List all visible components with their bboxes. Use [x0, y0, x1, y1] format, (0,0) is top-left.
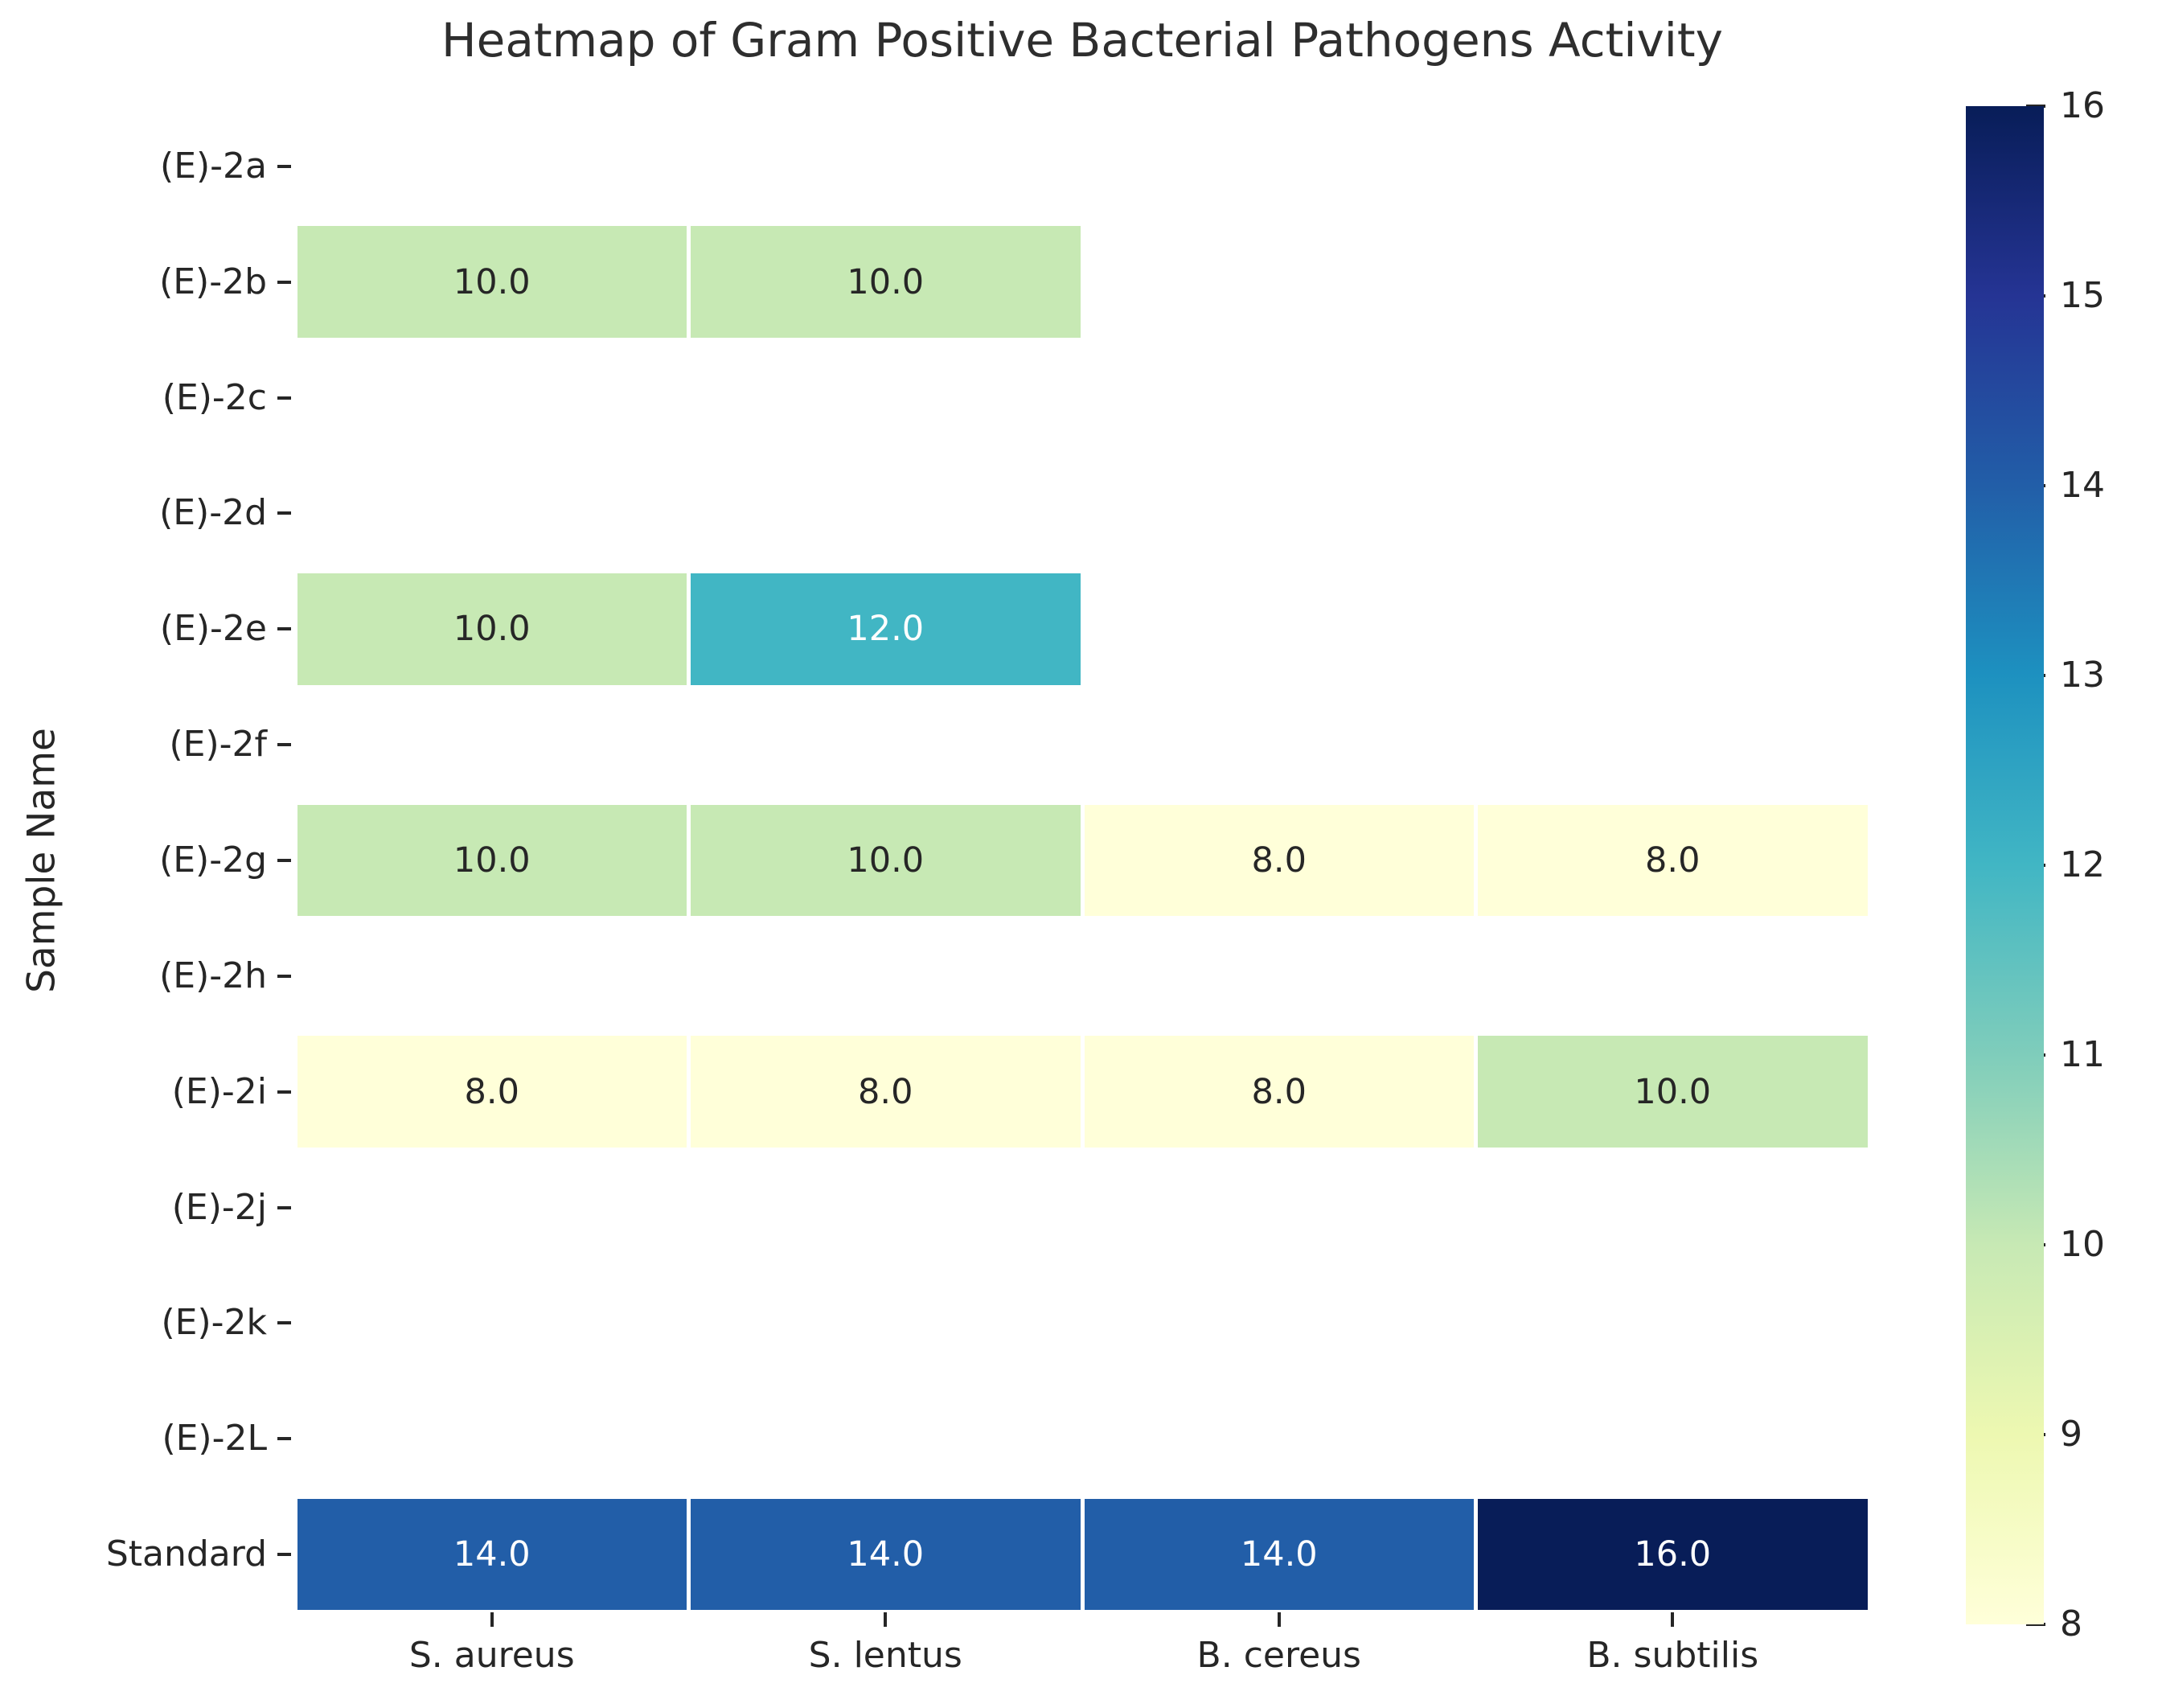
colorbar-tick-label: 12 [2060, 844, 2105, 885]
y-tick-label: (E)-2b [159, 261, 267, 302]
cell-value-label: 8.0 [464, 1071, 519, 1112]
x-tick-label: B. subtilis [1586, 1635, 1759, 1676]
heatmap-cell: 10.0 [1478, 1036, 1868, 1148]
cell-value-label: 10.0 [453, 840, 531, 881]
y-tick-label: (E)-2a [160, 145, 267, 187]
heatmap-cell: 10.0 [297, 226, 687, 339]
y-tick-mark [277, 164, 291, 168]
y-tick-label: (E)-2e [159, 608, 267, 650]
x-tick-label: B. cereus [1196, 1635, 1361, 1676]
cell-value-label: 10.0 [453, 609, 531, 650]
y-tick-mark [277, 396, 291, 400]
cell-value-label: 16.0 [1634, 1534, 1712, 1575]
y-tick-label: (E)-2L [162, 1418, 267, 1460]
y-tick-mark [277, 1321, 291, 1325]
cell-value-label: 10.0 [1634, 1071, 1712, 1112]
colorbar-tick-label: 16 [2060, 85, 2105, 126]
y-tick-label: (E)-2c [162, 376, 267, 418]
y-tick-label: (E)-2g [159, 840, 267, 881]
heatmap-cell: 14.0 [691, 1498, 1081, 1611]
heatmap-cell: 8.0 [1084, 804, 1474, 917]
cell-value-label: 8.0 [1251, 1071, 1307, 1112]
colorbar-tick-label: 14 [2060, 465, 2105, 506]
y-tick-label: (E)-2f [169, 724, 268, 766]
cell-value-label: 8.0 [858, 1071, 913, 1112]
cell-value-label: 10.0 [453, 261, 531, 302]
y-tick-mark [277, 280, 291, 284]
colorbar-tick-mark [2026, 1623, 2045, 1626]
y-tick-label: (E)-2i [171, 1070, 267, 1112]
cell-value-label: 8.0 [1645, 840, 1701, 881]
cell-value-label: 8.0 [1251, 840, 1307, 881]
y-tick-label: Standard [105, 1534, 267, 1575]
x-tick-mark [1671, 1612, 1675, 1627]
colorbar [1966, 106, 2044, 1624]
heatmap-cell: 8.0 [1478, 804, 1868, 917]
y-tick-mark [277, 511, 291, 515]
cell-value-label: 10.0 [847, 261, 925, 302]
colorbar-tick-label: 10 [2060, 1224, 2105, 1265]
y-tick-mark [277, 1553, 291, 1557]
y-tick-label: (E)-2h [159, 955, 267, 996]
x-tick-label: S. aureus [408, 1635, 575, 1676]
x-tick-mark [884, 1612, 888, 1627]
cell-value-label: 14.0 [1240, 1534, 1318, 1575]
heatmap-cell: 10.0 [691, 804, 1081, 917]
heatmap-cell: 10.0 [691, 226, 1081, 339]
y-tick-label: (E)-2k [161, 1302, 267, 1344]
x-tick-mark [1277, 1612, 1281, 1627]
colorbar-tick-label: 15 [2060, 275, 2105, 316]
heatmap-cell: 14.0 [1084, 1498, 1474, 1611]
colorbar-gradient [1966, 106, 2044, 1624]
colorbar-tick-label: 9 [2060, 1414, 2082, 1455]
heatmap-cell: 8.0 [691, 1036, 1081, 1148]
cell-value-label: 12.0 [847, 609, 925, 650]
y-tick-mark [277, 1205, 291, 1209]
heatmap-cell: 12.0 [691, 573, 1081, 685]
y-tick-mark [277, 1437, 291, 1441]
x-tick-label: S. lentus [808, 1635, 962, 1676]
y-tick-label: (E)-2d [159, 492, 267, 534]
heatmap-cell: 10.0 [297, 804, 687, 917]
heatmap-cell: 16.0 [1478, 1498, 1868, 1611]
cell-value-label: 14.0 [847, 1534, 925, 1575]
colorbar-tick-label: 13 [2060, 655, 2105, 696]
colorbar-tick-label: 11 [2060, 1034, 2105, 1075]
y-tick-mark [277, 974, 291, 978]
x-tick-mark [490, 1612, 494, 1627]
heatmap-cell: 8.0 [1084, 1036, 1474, 1148]
heatmap-cell: 8.0 [297, 1036, 687, 1148]
cell-value-label: 10.0 [847, 840, 925, 881]
y-tick-label: (E)-2j [171, 1186, 267, 1228]
y-tick-mark [277, 1090, 291, 1094]
y-tick-mark [277, 743, 291, 747]
cell-value-label: 14.0 [453, 1534, 531, 1575]
heatmap-cell: 10.0 [297, 573, 687, 685]
y-tick-mark [277, 859, 291, 862]
y-tick-mark [277, 627, 291, 631]
heatmap-cell: 14.0 [297, 1498, 687, 1611]
chart-title: Heatmap of Gram Positive Bacterial Patho… [441, 13, 1723, 68]
colorbar-tick-label: 8 [2060, 1603, 2082, 1644]
